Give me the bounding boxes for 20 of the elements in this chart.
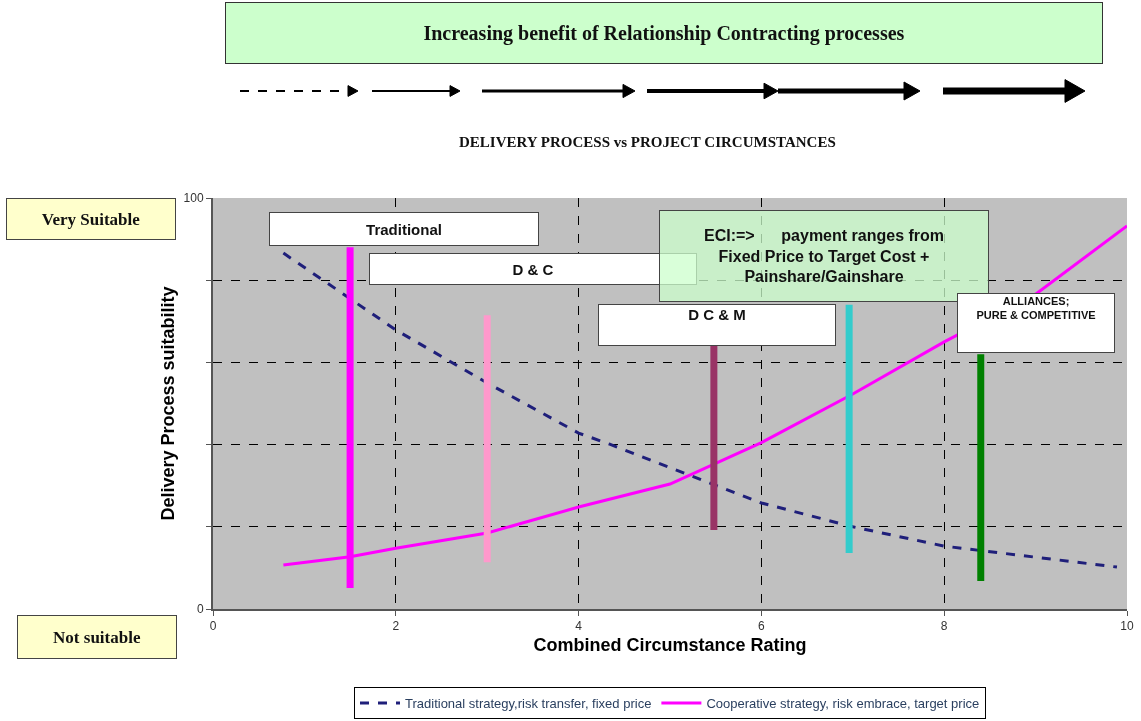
x-tick-label: 0: [209, 619, 217, 634]
x-axis-title: Combined Circumstance Rating: [533, 635, 807, 655]
annotation: D C & M: [688, 306, 746, 323]
chart-subtitle: DELIVERY PROCESS vs PROJECT CIRCUMSTANCES: [459, 134, 836, 150]
legend-label: Cooperative strategy, risk embrace, target price: [706, 696, 980, 712]
x-tick-label: 8: [940, 619, 948, 634]
x-tick-label: 4: [575, 619, 583, 634]
text: Very Suitable: [41, 209, 141, 229]
annotation: Traditional: [366, 220, 442, 238]
chart-title: Increasing benefit of Relationship Contracting processes: [423, 21, 905, 45]
legend-label: Traditional strategy,risk transfer, fixed price: [405, 696, 652, 712]
x-tick-label: 10: [1120, 619, 1134, 634]
y-tick-label: 100: [183, 191, 204, 206]
text: Not suitable: [53, 627, 141, 647]
x-tick-label: 2: [392, 619, 400, 634]
annotation: D & C: [512, 260, 554, 278]
annotation: ALLIANCES; PURE & COMPETITIVE: [976, 295, 1096, 322]
y-axis-title: Delivery Process suitability: [158, 286, 179, 521]
x-tick-label: 6: [758, 619, 766, 634]
annotation: ECI:=> payment ranges from Fixed Price to Target Cost + Painshare/Gainshare: [703, 226, 945, 286]
